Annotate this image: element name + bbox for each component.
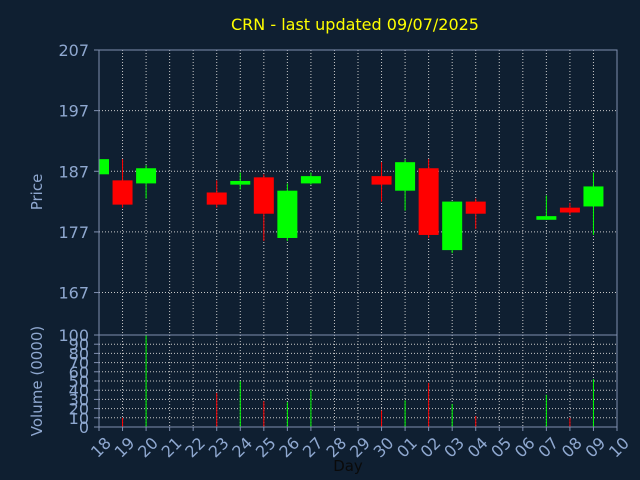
candle-body [99, 159, 109, 175]
price-candles [99, 156, 604, 254]
volume-tick-label: 60 [69, 363, 89, 382]
candle-body [253, 177, 274, 214]
candle-body [230, 180, 251, 185]
candle-body [418, 168, 439, 235]
volume-tick-label: 80 [69, 344, 89, 363]
candle-body [442, 201, 463, 251]
volume-tick-label: 70 [69, 354, 89, 373]
candle-body [559, 207, 580, 213]
price-tick-label: 207 [58, 41, 89, 60]
price-panel: 207 197 187 177 167 Price [28, 41, 618, 336]
volume-axis-label: Volume (0000) [28, 326, 46, 436]
candle-body [112, 180, 133, 205]
volume-tick-label: 10 [69, 409, 89, 428]
volume-bars [122, 335, 594, 427]
price-axis-label: Price [28, 174, 46, 211]
candle-body [136, 168, 157, 184]
volume-tick-label: 20 [69, 400, 89, 419]
volume-tick-label: 50 [69, 372, 89, 391]
price-tick-label: 197 [58, 102, 89, 121]
volume-tick-label: 40 [69, 381, 89, 400]
price-tick-label: 167 [58, 284, 89, 303]
candle-body [465, 201, 486, 214]
volume-tick-label: 30 [69, 390, 89, 409]
price-y-ticks: 207 197 187 177 167 [58, 41, 99, 303]
volume-tick-label: 90 [69, 335, 89, 354]
candle-body [583, 186, 604, 207]
candle-body [536, 216, 557, 220]
candle-body [395, 162, 416, 191]
chart-title: CRN - last updated 09/07/2025 [231, 15, 479, 34]
x-axis-label: Day [333, 457, 363, 475]
volume-tick-label: 0 [79, 418, 89, 437]
price-grid [98, 49, 618, 335]
volume-tick-label: 100 [58, 326, 89, 345]
price-tick-label: 187 [58, 162, 89, 181]
candle-body [206, 192, 227, 205]
candle-body [300, 176, 321, 184]
candle-body [371, 176, 392, 185]
candle-body [277, 190, 298, 238]
price-tick-label: 177 [58, 223, 89, 242]
